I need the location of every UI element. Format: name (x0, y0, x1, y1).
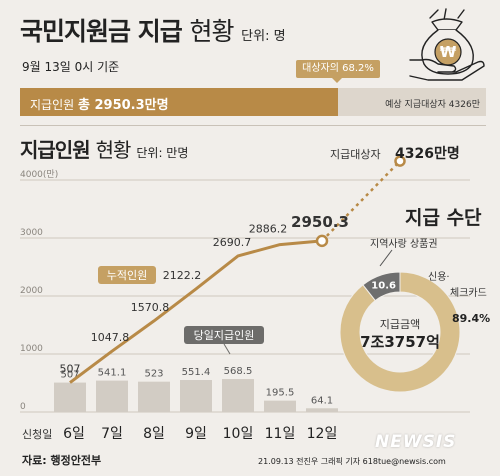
progress-bar: 지급인원 총 2950.3만명 예상 지급대상자 4326만 (20, 88, 486, 116)
donut-slice-label: 지역사랑 상품권 (370, 238, 438, 250)
line-value-label: 2690.7 (213, 236, 252, 249)
page-title: 국민지원금 지급 현황 단위: 명 (20, 17, 286, 46)
bar (222, 379, 254, 412)
x-axis-prefix: 신청일 (22, 427, 52, 441)
x-tick-label: 7일 (101, 426, 123, 442)
progress-fill (20, 88, 338, 116)
bar-legend-pointer (223, 343, 231, 355)
credit-note: 21.09.13 전진우 그래픽 기자 618tue@newsis.com (258, 457, 446, 466)
target-label: 지급대상자 (330, 148, 381, 161)
bar (264, 400, 296, 412)
donut-center-value: 7조3757억 (360, 333, 440, 351)
bar (54, 382, 86, 412)
line-legend-tag (98, 266, 156, 284)
y-tick-label: 3000 (20, 228, 43, 238)
money-bag-won-icon: ₩ (409, 8, 485, 81)
divider (20, 125, 486, 126)
donut-title: 지급 수단 (405, 207, 482, 229)
x-tick-label: 6일 (63, 426, 85, 442)
bar (138, 381, 170, 412)
bar-value-label: 195.5 (266, 388, 295, 399)
line-point (315, 234, 329, 248)
line-value-label: 507 (60, 363, 81, 376)
bar-value-label: 64.1 (311, 395, 333, 406)
donut-slice-value: 10.6 (371, 281, 396, 292)
bar-legend-label: 당일지급인원 (194, 328, 255, 342)
line-value-label: 2950.3 (291, 213, 349, 231)
target-total-label: 예상 지급대상자 4326만 (385, 100, 480, 110)
target-value-label: 4326만명 (395, 145, 460, 162)
source-note: 자료: 행정안전부 (22, 454, 102, 467)
ratio-badge: 대상자의 68.2% (296, 60, 380, 83)
y-tick-label: 4000(만) (20, 169, 58, 180)
bar-value-label: 507 (60, 370, 79, 381)
bar (180, 380, 212, 412)
line-value-label: 2122.2 (163, 269, 202, 282)
y-tick-label: 1000 (20, 344, 43, 354)
svg-text:₩: ₩ (440, 43, 457, 61)
reference-date: 9월 13일 0시 기준 (22, 60, 120, 74)
donut-slice-label-cont: 체크카드 (450, 287, 487, 299)
line-legend-label: 누적인원 (107, 269, 147, 282)
x-tick-label: 12일 (307, 426, 338, 442)
bar (96, 380, 128, 412)
x-tick-label: 8일 (143, 426, 165, 442)
donut-slice (339, 271, 461, 393)
y-tick-label: 2000 (20, 286, 43, 296)
x-tick-label: 9일 (185, 426, 207, 442)
target-projection-line (321, 160, 401, 242)
bar (306, 408, 338, 412)
donut-slice-value: 89.4% (452, 312, 490, 325)
cumulative-line (69, 239, 323, 384)
bar-legend-tag (184, 326, 264, 344)
bar-value-label: 523 (144, 369, 163, 380)
line-value-label: 1570.8 (131, 301, 170, 314)
donut-slice-label: 신용· (428, 271, 450, 283)
x-tick-label: 10일 (223, 426, 254, 442)
donut-label-pointer (379, 249, 393, 267)
target-point (394, 155, 406, 167)
line-value-label: 2886.2 (249, 223, 288, 236)
bar-value-label: 551.4 (182, 367, 211, 378)
donut-slice (362, 271, 401, 302)
line-value-label: 1047.8 (91, 331, 130, 344)
watermark-logo: NEWSIS (375, 432, 457, 452)
donut-center-label: 지급금액 (380, 318, 420, 331)
paid-total-label: 지급인원 총 2950.3만명 (30, 98, 169, 113)
bar-value-label: 568.5 (224, 366, 253, 377)
x-tick-label: 11일 (265, 426, 296, 442)
bar-value-label: 541.1 (98, 368, 127, 379)
y-tick-label: 0 (20, 402, 26, 412)
chart-title: 지급인원 현황 단위: 만명 (20, 138, 189, 162)
